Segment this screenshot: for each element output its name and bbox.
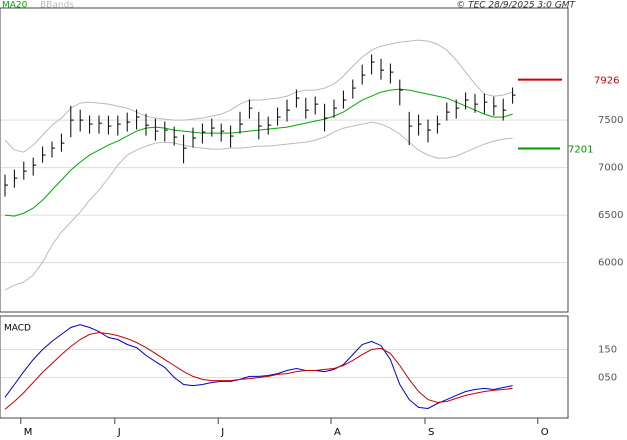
y-tick-label: 7500: [598, 115, 623, 126]
x-tick-label: A: [334, 427, 341, 438]
y-tick-label: 150: [598, 345, 617, 356]
level-label: 7201: [568, 145, 593, 156]
legend-entry: MA20: [2, 1, 28, 11]
y-tick-label: 6000: [598, 258, 623, 269]
y-tick-label: 7000: [598, 163, 623, 174]
x-tick-label: M: [24, 427, 33, 438]
level-label: 7926: [594, 76, 619, 87]
macd-title: MACD: [4, 324, 31, 334]
x-tick-label: O: [541, 427, 549, 438]
band-lower: [4, 121, 513, 291]
y-tick-label: 6500: [598, 210, 623, 221]
price-panel: [0, 7, 569, 313]
y-tick-label: 050: [598, 372, 617, 383]
x-tick-label: J: [117, 427, 121, 438]
x-tick-label: J: [220, 427, 224, 438]
macd-line: [4, 324, 513, 410]
x-tick-label: S: [428, 427, 434, 438]
legend-entry: BBands: [40, 1, 74, 11]
macd-panel: [0, 315, 569, 419]
macd-line: [4, 331, 513, 410]
band-upper: [4, 39, 513, 153]
copyright: © TEC 28/9/2025 3:0 GMT: [456, 1, 576, 11]
